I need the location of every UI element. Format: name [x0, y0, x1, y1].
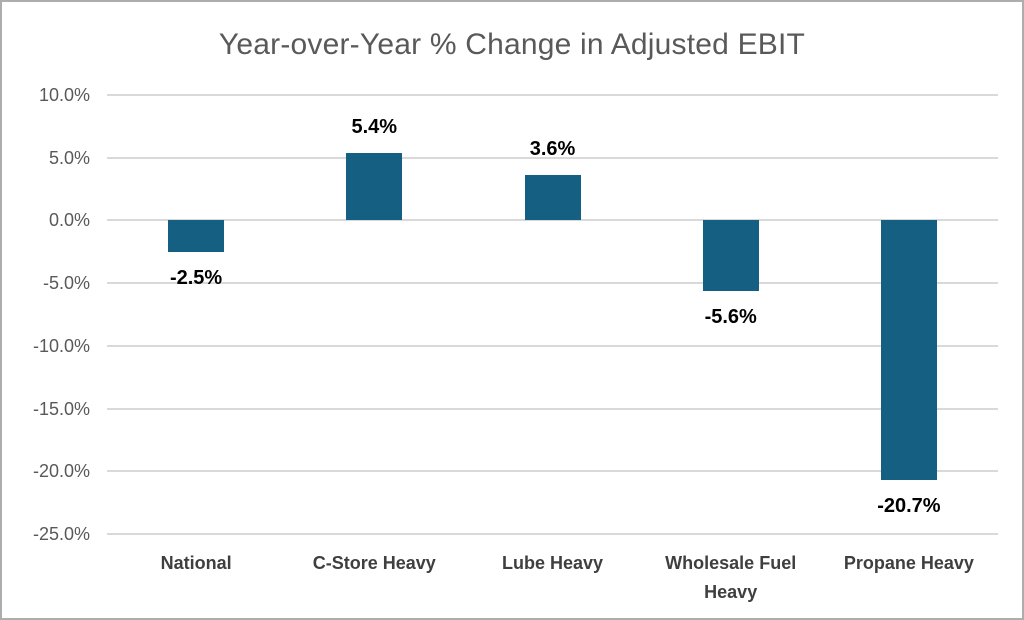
- chart-title: Year-over-Year % Change in Adjusted EBIT: [218, 28, 806, 61]
- data-label-propane-heavy: -20.7%: [877, 495, 941, 518]
- gridline: [107, 156, 998, 159]
- gridline: [107, 407, 998, 410]
- gridline: [107, 344, 998, 347]
- y-axis-tick-label: -20.0%: [32, 461, 90, 482]
- x-axis-category-label-lube-heavy: Lube Heavy: [501, 553, 604, 573]
- gridline: [107, 219, 998, 222]
- gridline: [107, 94, 998, 96]
- x-axis-category-label-propane-heavy: Propane Heavy: [843, 553, 974, 573]
- bar-wholesale-fuel-heavy: [702, 220, 759, 291]
- y-axis-tick-label: 0.0%: [48, 210, 90, 231]
- gridline: [107, 470, 998, 473]
- bar-lube-heavy: [524, 175, 581, 221]
- y-axis-tick-label: -25.0%: [32, 524, 90, 544]
- bar-c-store-heavy: [346, 152, 403, 221]
- data-label-wholesale-fuel-heavy: -5.6%: [704, 305, 757, 328]
- y-axis-tick-label: -5.0%: [42, 273, 90, 294]
- y-axis-tick-label: -10.0%: [32, 335, 90, 356]
- bar-national: [168, 220, 225, 252]
- data-label-national: -2.5%: [169, 266, 223, 289]
- y-axis-tick-label: -15.0%: [32, 398, 90, 419]
- y-axis-tick-label: 5.0%: [48, 147, 90, 168]
- y-axis-tick-label: 10.0%: [38, 85, 90, 105]
- gridline: [107, 282, 998, 285]
- x-axis-category-label-national: National: [160, 553, 232, 573]
- x-axis-category-label-wholesale-fuel-heavy: Wholesale Fuel Heavy: [665, 553, 797, 602]
- data-label-lube-heavy: 3.6%: [529, 138, 576, 161]
- gridline: [107, 533, 998, 535]
- x-axis-category-label-c-store-heavy: C-Store Heavy: [312, 553, 436, 573]
- data-label-c-store-heavy: 5.4%: [351, 115, 398, 138]
- bar-propane-heavy: [880, 220, 937, 481]
